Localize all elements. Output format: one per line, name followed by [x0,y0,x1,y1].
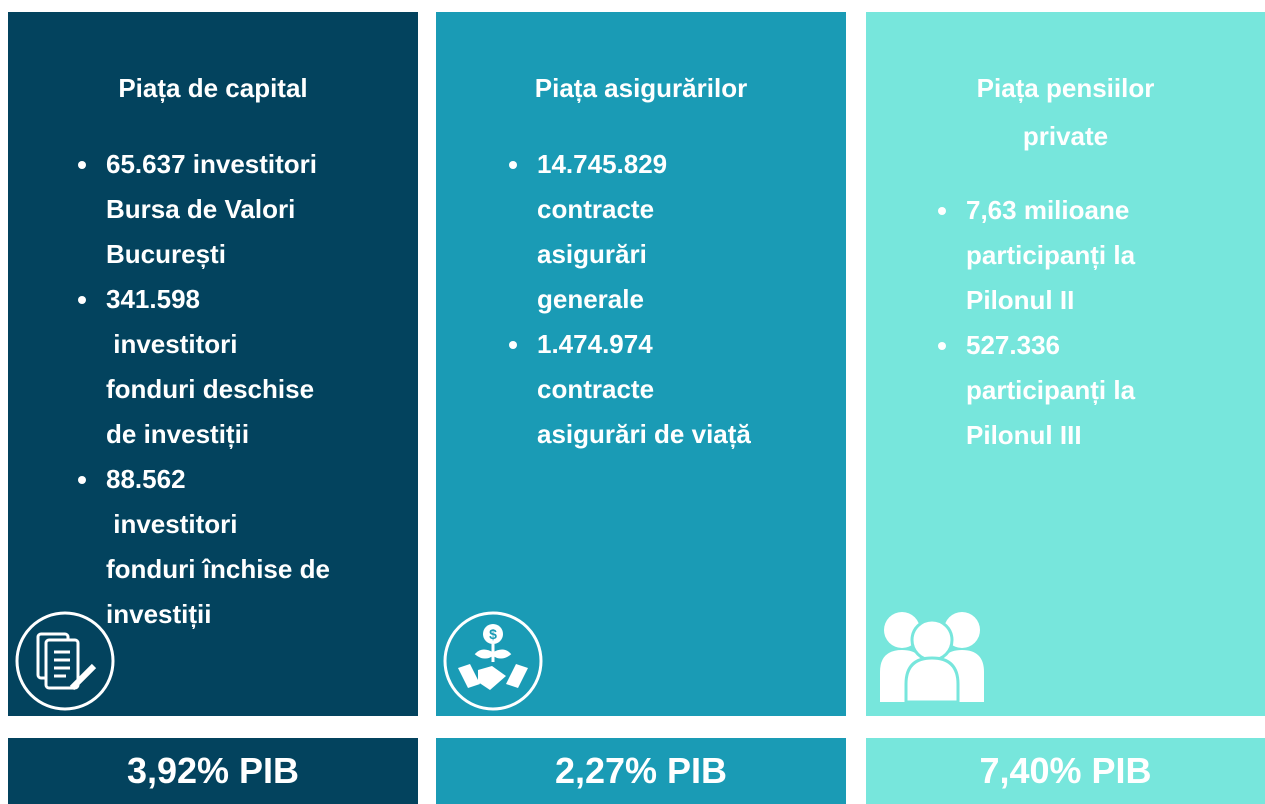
bullet-item: 88.562 investitori fonduri închise de inve… [78,457,330,637]
bullet-item: 14.745.829 contracte asigurări generale [509,142,751,322]
item-line: investiții [106,599,212,629]
bullet-item: 65.637 investitori Bursa de Valori Bucureș… [78,142,330,277]
item-list: 7,63 milioane participanți la Pilonul II 52… [937,188,1136,458]
item-line: fonduri închise de [106,554,330,584]
item-list: 65.637 investitori Bursa de Valori Bucureș… [78,142,330,637]
item-line: investitori [106,329,238,359]
column-title: Piața pensiilor private [976,73,1155,151]
column-capital: Piața de capital 65.637 investitori Bursa… [8,12,418,716]
column-insurance: Piața asigurărilor 14.745.829 contracte as… [436,12,846,716]
item-line: București [106,239,226,269]
item-line: generale [537,284,644,314]
bullet-item: 341.598 investitori fonduri deschise de in… [78,277,330,457]
item-line: asigurări [537,239,647,269]
bullet-item: 527.336 participanți la Pilonul III [937,323,1136,458]
item-line: investitori [106,509,238,539]
item-line: Bursa de Valori [106,194,296,224]
item-line: participanți la [966,240,1136,270]
handshake-icon: $ [443,611,543,711]
item-line: 527.336 [966,330,1060,360]
item-line: Pilonul II [966,285,1075,315]
item-line: fonduri deschise [106,374,315,404]
item-line: 341.598 [106,284,200,314]
item-line: 14.745.829 [537,149,668,179]
item-line: contracte [537,374,655,404]
document-icon [15,611,115,711]
item-line: 7,63 milioane [966,195,1130,225]
column-title: Piața asigurărilor [534,73,748,103]
svg-text:$: $ [489,626,497,642]
bullet-item: 7,63 milioane participanți la Pilonul II [937,188,1136,323]
footer-value: 3,92% PIB [8,738,418,804]
item-line: 65.637 investitori [106,149,317,179]
column-pensions: Piața pensiilor private 7,63 milioane par… [866,12,1265,716]
item-list: 14.745.829 contracte asigurări generale 1.47… [509,142,751,457]
item-line: 88.562 [106,464,186,494]
item-line: Pilonul III [966,420,1082,450]
item-line: de investiții [106,419,250,449]
item-line: asigurări de viață [537,419,751,449]
item-line: participanți la [966,375,1136,405]
column-title: Piața de capital [118,73,308,103]
item-line: contracte [537,194,655,224]
people-icon [880,612,984,702]
item-line: 1.474.974 [537,329,653,359]
footer-value: 2,27% PIB [436,738,846,804]
footer-value: 7,40% PIB [866,738,1265,804]
bullet-item: 1.474.974 contracte asigurări de viață [509,322,751,457]
